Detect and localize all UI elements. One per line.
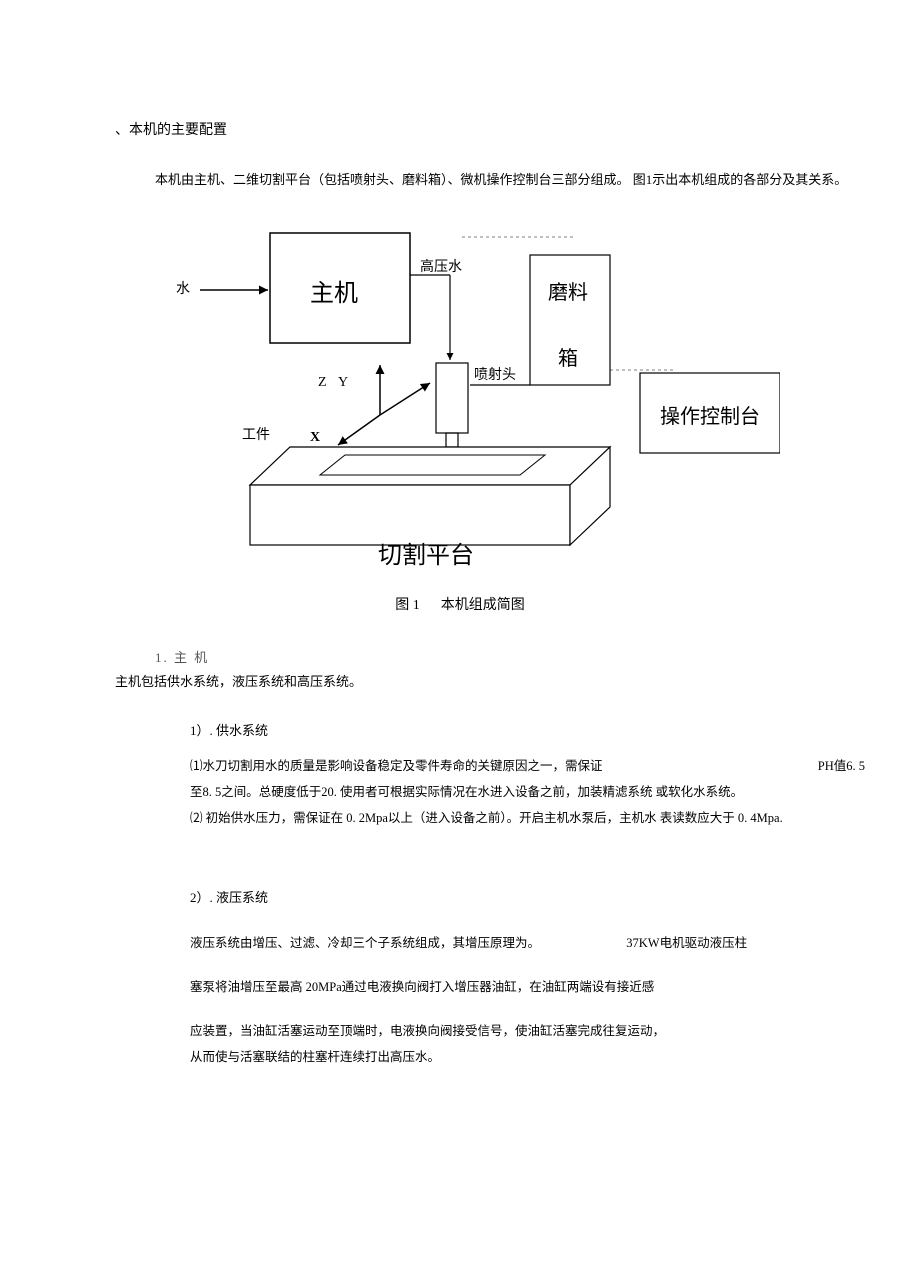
label-x: X [310, 427, 320, 449]
caption-text: 本机组成简图 [441, 598, 525, 613]
system-diagram: 水 主机 高压水 磨料 箱 喷射头 Z Y X 工件 操作控制台 切割平台 [140, 215, 780, 575]
para-1a: ⑴水刀切割用水的质量是影响设备稳定及零件寿命的关键原因之一，需保证 PH值6. … [190, 756, 860, 776]
hyd-line-4: 从而使与活塞联结的柱塞杆连续打出高压水。 [190, 1047, 860, 1067]
label-platform: 切割平台 [378, 537, 474, 575]
para-1b: 至8. 5之间。总硬度低于20. 使用者可根据实际情况在水进入设备之前，加装精滤… [190, 782, 860, 802]
label-workpiece: 工件 [242, 425, 270, 447]
hyd-line-2: 塞泵将油增压至最高 20MPa通过电液换向阀打入增压器油缸，在油缸两端设有接近感 [190, 977, 860, 997]
hyd1-right: 37KW电机驱动液压柱 [626, 936, 747, 950]
label-jet-head: 喷射头 [474, 365, 516, 387]
figure-caption: 图 1 本机组成简图 [60, 595, 860, 617]
caption-fig-num: 图 1 [395, 598, 420, 613]
hyd-line-3: 应装置，当油缸活塞运动至顶端时，电液换向阀接受信号，使油缸活塞完成往复运动， [190, 1021, 860, 1041]
label-y: Y [338, 372, 348, 394]
label-abrasive-bottom: 箱 [558, 343, 578, 375]
hyd1-left: 液压系统由增压、过滤、冷却三个子系统组成，其增压原理为。 [190, 936, 540, 950]
section-1-number: 1. 主 机 [155, 648, 860, 669]
label-abrasive-top: 磨料 [548, 277, 588, 309]
hyd-line-1: 液压系统由增压、过滤、冷却三个子系统组成，其增压原理为。 37KW电机驱动液压柱 [190, 933, 860, 953]
intro-paragraph: 本机由主机、二维切割平台（包括喷射头、磨料箱）、微机操作控制台三部分组成。 图1… [155, 170, 860, 191]
subsection-2: 2）. 液压系统 [190, 888, 860, 909]
label-hp-water: 高压水 [420, 257, 462, 279]
section-1-line: 主机包括供水系统，液压系统和高压系统。 [115, 672, 860, 693]
para-1a-text: ⑴水刀切割用水的质量是影响设备稳定及零件寿命的关键原因之一，需保证 [190, 759, 603, 773]
para-1c: ⑵ 初始供水压力，需保证在 0. 2Mpa以上（进入设备之前）。开启主机水泵后，… [190, 808, 860, 828]
para-1a-right: PH值6. 5 [818, 756, 865, 776]
label-console: 操作控制台 [660, 401, 760, 433]
label-main-unit: 主机 [310, 275, 358, 313]
subsection-1: 1）. 供水系统 [190, 721, 860, 742]
label-water: 水 [176, 279, 190, 301]
label-z: Z [318, 372, 327, 394]
section-heading: 、本机的主要配置 [115, 120, 860, 142]
